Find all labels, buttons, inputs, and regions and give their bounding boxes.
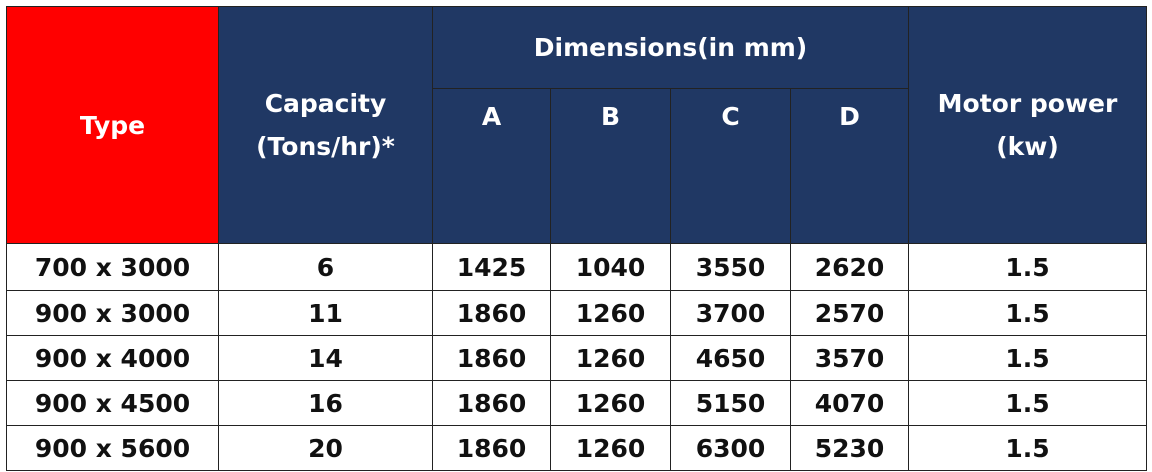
dimensions-header: Dimensions(in mm) — [432, 6, 909, 89]
table-cell: 2620 — [790, 243, 909, 291]
table-cell: 1425 — [432, 243, 551, 291]
table-cell: 4070 — [790, 380, 909, 426]
table-cell: 1260 — [550, 290, 671, 336]
table-cell: 1260 — [550, 380, 671, 426]
table-cell: 11 — [218, 290, 433, 336]
table-cell: 6 — [218, 243, 433, 291]
capacity-header: Capacity (Tons/hr)* — [218, 6, 433, 244]
table-cell: 1.5 — [908, 335, 1147, 381]
table-cell: 4650 — [670, 335, 791, 381]
table-cell: 700 x 3000 — [6, 243, 219, 291]
dimension-column-header: C — [670, 88, 791, 244]
table-cell: 14 — [218, 335, 433, 381]
table-cell: 5150 — [670, 380, 791, 426]
table-cell: 1.5 — [908, 425, 1147, 471]
table-cell: 20 — [218, 425, 433, 471]
table-cell: 1.5 — [908, 380, 1147, 426]
type-header: Type — [6, 6, 219, 244]
table-cell: 900 x 5600 — [6, 425, 219, 471]
table-cell: 900 x 3000 — [6, 290, 219, 336]
table-cell: 1040 — [550, 243, 671, 291]
table-cell: 1260 — [550, 425, 671, 471]
dimension-column-header: D — [790, 88, 909, 244]
table-cell: 3550 — [670, 243, 791, 291]
table-cell: 1860 — [432, 380, 551, 426]
table-cell: 1.5 — [908, 290, 1147, 336]
table-cell: 900 x 4500 — [6, 380, 219, 426]
table-cell: 2570 — [790, 290, 909, 336]
table-cell: 16 — [218, 380, 433, 426]
dimension-column-header: A — [432, 88, 551, 244]
table-cell: 1860 — [432, 290, 551, 336]
motor-power-header: Motor power (kw) — [908, 6, 1147, 244]
table-cell: 5230 — [790, 425, 909, 471]
table-cell: 6300 — [670, 425, 791, 471]
table-cell: 3700 — [670, 290, 791, 336]
table-cell: 1.5 — [908, 243, 1147, 291]
dimension-column-header: B — [550, 88, 671, 244]
table-cell: 1860 — [432, 335, 551, 381]
table-cell: 1260 — [550, 335, 671, 381]
table-cell: 900 x 4000 — [6, 335, 219, 381]
table-cell: 1860 — [432, 425, 551, 471]
table-cell: 3570 — [790, 335, 909, 381]
